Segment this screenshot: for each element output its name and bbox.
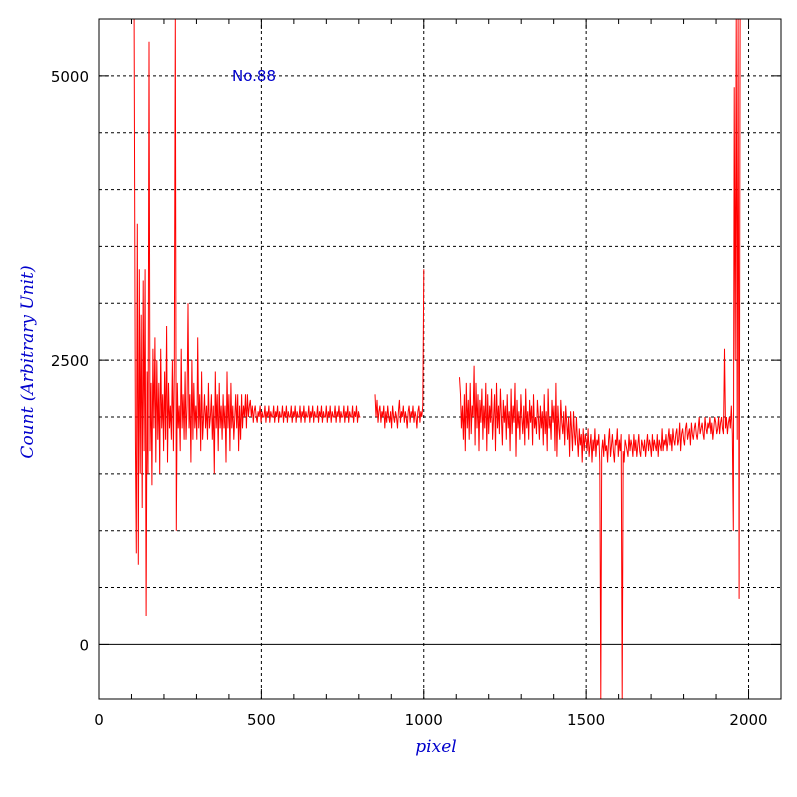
annotation-label: No.88 [232,67,276,85]
series-line-segment-0-2 [459,19,741,699]
axis-ticks [98,19,782,699]
x-axis-title: pixel [415,737,456,757]
series-line-segment-0-0 [133,19,361,617]
x-tick-label: 0 [94,711,104,729]
tick-labels: 0 500 1000 1500 2000 0 2500 5000 [51,68,768,729]
x-tick-label: 2000 [729,711,767,729]
x-tick-label: 1500 [567,711,605,729]
plot-frame [98,18,782,700]
x-tick-label: 1000 [405,711,443,729]
grid [99,19,781,699]
y-tick-label: 0 [79,636,89,654]
y-tick-label: 5000 [51,68,89,86]
series-line-segment-0-1 [374,269,425,429]
y-axis-title: Count (Arbitrary Unit) [18,265,38,458]
series-red [133,19,741,699]
y-tick-label: 2500 [51,352,89,370]
x-tick-label: 500 [247,711,276,729]
